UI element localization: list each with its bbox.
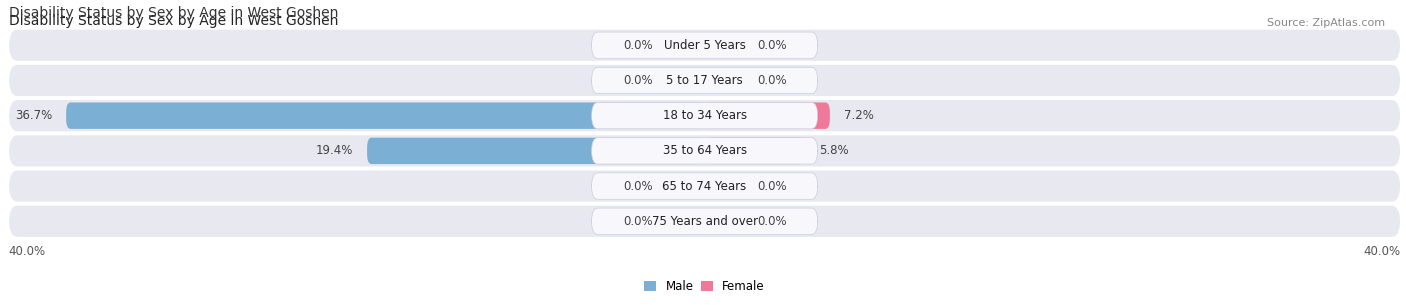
Text: 5.8%: 5.8%	[820, 144, 849, 157]
Text: 7.2%: 7.2%	[844, 109, 873, 122]
FancyBboxPatch shape	[8, 170, 1400, 202]
Text: 0.0%: 0.0%	[756, 215, 786, 228]
FancyBboxPatch shape	[8, 206, 1400, 237]
Text: 0.0%: 0.0%	[756, 39, 786, 52]
FancyBboxPatch shape	[592, 173, 818, 199]
Text: 65 to 74 Years: 65 to 74 Years	[662, 180, 747, 192]
FancyBboxPatch shape	[8, 30, 1400, 61]
Legend: Male, Female: Male, Female	[640, 275, 769, 297]
FancyBboxPatch shape	[592, 138, 818, 164]
FancyBboxPatch shape	[704, 138, 806, 164]
FancyBboxPatch shape	[8, 100, 1400, 131]
Text: 40.0%: 40.0%	[1364, 245, 1400, 258]
Text: 36.7%: 36.7%	[15, 109, 52, 122]
FancyBboxPatch shape	[592, 32, 818, 59]
FancyBboxPatch shape	[8, 135, 1400, 167]
FancyBboxPatch shape	[704, 68, 748, 92]
Text: 0.0%: 0.0%	[756, 180, 786, 192]
Text: Disability Status by Sex by Age in West Goshen: Disability Status by Sex by Age in West …	[8, 14, 337, 28]
FancyBboxPatch shape	[661, 174, 704, 198]
Text: Under 5 Years: Under 5 Years	[664, 39, 745, 52]
Text: 5 to 17 Years: 5 to 17 Years	[666, 74, 742, 87]
FancyBboxPatch shape	[661, 68, 704, 92]
FancyBboxPatch shape	[661, 209, 704, 233]
FancyBboxPatch shape	[592, 208, 818, 235]
Text: 19.4%: 19.4%	[316, 144, 353, 157]
Text: 0.0%: 0.0%	[623, 39, 652, 52]
Text: Disability Status by Sex by Age in West Goshen: Disability Status by Sex by Age in West …	[8, 5, 337, 20]
Text: 0.0%: 0.0%	[756, 74, 786, 87]
Text: 75 Years and over: 75 Years and over	[651, 215, 758, 228]
FancyBboxPatch shape	[704, 102, 830, 129]
Text: 0.0%: 0.0%	[623, 215, 652, 228]
FancyBboxPatch shape	[592, 67, 818, 94]
FancyBboxPatch shape	[661, 33, 704, 57]
Text: 18 to 34 Years: 18 to 34 Years	[662, 109, 747, 122]
FancyBboxPatch shape	[66, 102, 704, 129]
FancyBboxPatch shape	[704, 33, 748, 57]
FancyBboxPatch shape	[704, 209, 748, 233]
Text: 40.0%: 40.0%	[8, 245, 46, 258]
FancyBboxPatch shape	[704, 174, 748, 198]
Text: 0.0%: 0.0%	[623, 74, 652, 87]
Text: 35 to 64 Years: 35 to 64 Years	[662, 144, 747, 157]
FancyBboxPatch shape	[8, 65, 1400, 96]
FancyBboxPatch shape	[367, 138, 704, 164]
Text: Source: ZipAtlas.com: Source: ZipAtlas.com	[1267, 18, 1385, 28]
FancyBboxPatch shape	[592, 102, 818, 129]
Text: 0.0%: 0.0%	[623, 180, 652, 192]
